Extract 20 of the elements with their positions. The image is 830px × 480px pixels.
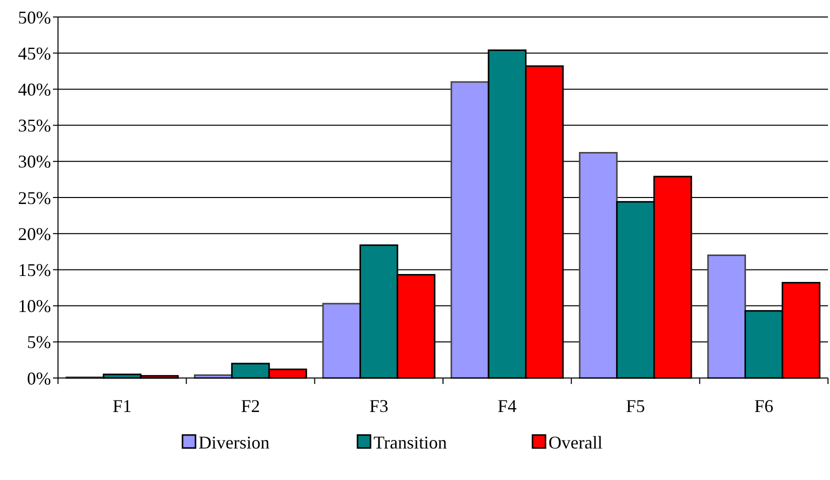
x-tick-label: F3 bbox=[369, 396, 388, 416]
y-tick-label: 45% bbox=[18, 43, 51, 64]
y-tick-label: 30% bbox=[18, 152, 51, 172]
y-tick-label: 15% bbox=[18, 260, 51, 280]
x-tick-label: F5 bbox=[626, 396, 646, 416]
x-tick-label: F4 bbox=[498, 396, 517, 416]
y-tick-label: 5% bbox=[27, 332, 51, 352]
legend-label: Transition bbox=[374, 432, 447, 452]
legend-label: Overall bbox=[548, 432, 602, 452]
x-tick-label: F6 bbox=[754, 396, 774, 416]
y-tick-label: 25% bbox=[18, 188, 51, 208]
x-tick-label: F1 bbox=[112, 396, 132, 416]
legend-label: Diversion bbox=[198, 432, 270, 452]
y-tick-label: 10% bbox=[18, 296, 51, 316]
y-tick-label: 20% bbox=[18, 224, 51, 244]
y-tick-label: 35% bbox=[18, 116, 51, 136]
x-tick-label: F2 bbox=[240, 396, 260, 416]
y-tick-label: 0% bbox=[27, 368, 51, 388]
y-tick-label: 50% bbox=[18, 7, 51, 28]
y-tick-label: 40% bbox=[18, 80, 51, 100]
